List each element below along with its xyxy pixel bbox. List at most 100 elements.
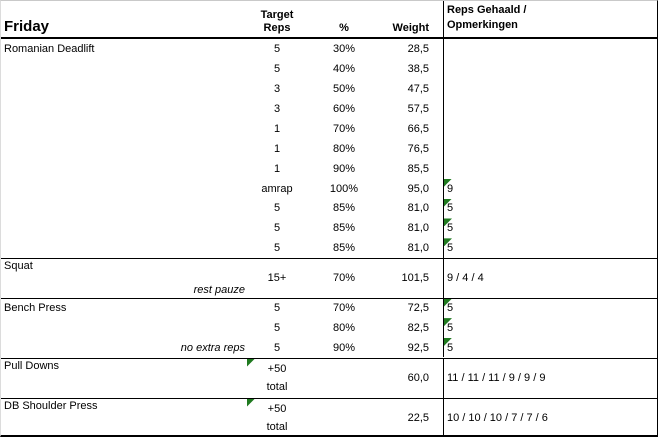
reps-result-cell[interactable] <box>443 118 657 139</box>
table-row: amrap 100% 95,0 9 <box>1 178 657 199</box>
header-row: Friday Target Reps % Weight Reps Gehaald … <box>1 1 657 39</box>
weight-cell[interactable]: 72,5 <box>407 302 429 315</box>
percent-cell[interactable] <box>307 399 381 436</box>
empty-cell[interactable] <box>1 238 247 258</box>
target-reps-cell[interactable]: 1 <box>273 122 281 135</box>
target-reps-cell[interactable]: 15+ <box>267 272 287 284</box>
weight-cell[interactable]: 47,5 <box>407 82 429 95</box>
table-row: 5 40% 38,5 <box>1 58 657 79</box>
exercise-name-cell[interactable]: Pull Downs <box>4 359 60 372</box>
exercise-name-cell[interactable]: Romanian Deadlift <box>4 42 95 55</box>
percent-cell[interactable]: 90% <box>332 341 356 354</box>
percent-cell[interactable]: 60% <box>332 102 356 115</box>
weight-cell[interactable]: 57,5 <box>407 102 429 115</box>
reps-result-cell[interactable] <box>443 39 657 59</box>
percent-cell[interactable]: 85% <box>332 202 356 215</box>
weight-cell[interactable]: 76,5 <box>407 142 429 155</box>
reps-result-cell[interactable] <box>443 158 657 179</box>
cell-flag-icon <box>444 198 452 207</box>
section-squat: Squat rest pauze 15+ 70% 101,5 9 / 4 / 4 <box>1 258 657 299</box>
exercise-name-cell[interactable]: Squat rest pauze <box>4 259 245 296</box>
cell-flag-icon <box>247 358 255 367</box>
target-reps-cell[interactable]: 5 <box>273 62 281 75</box>
percent-cell[interactable]: 70% <box>332 302 356 315</box>
empty-cell[interactable] <box>1 318 247 338</box>
empty-cell[interactable] <box>1 119 247 139</box>
day-header-cell[interactable]: Friday <box>1 1 247 37</box>
target-reps-cell[interactable]: 1 <box>273 162 281 175</box>
table-row: 5 80% 82,5 5 <box>1 318 657 338</box>
target-reps-cell[interactable]: 3 <box>273 82 281 95</box>
reps-result-cell[interactable]: 5 <box>443 198 657 219</box>
weight-cell[interactable]: 85,5 <box>407 162 429 175</box>
percent-cell[interactable]: 85% <box>332 222 356 235</box>
target-reps-cell[interactable]: +50 total <box>247 358 307 398</box>
target-reps-cell[interactable]: 1 <box>273 142 281 155</box>
percent-cell[interactable]: 40% <box>332 62 356 75</box>
target-reps-cell[interactable]: amrap <box>261 182 293 195</box>
empty-cell[interactable] <box>1 179 247 199</box>
reps-result-cell[interactable] <box>443 58 657 79</box>
weight-cell[interactable]: 38,5 <box>407 62 429 75</box>
exercise-name-cell[interactable]: Bench Press <box>4 302 67 315</box>
reps-result-header-cell[interactable]: Reps Gehaald / Opmerkingen <box>443 1 657 37</box>
percent-cell[interactable]: 30% <box>332 42 356 55</box>
empty-cell[interactable] <box>1 218 247 238</box>
empty-cell[interactable] <box>1 159 247 179</box>
note-cell[interactable]: rest pauze <box>193 283 245 296</box>
percent-cell[interactable]: 80% <box>332 321 356 334</box>
empty-cell[interactable] <box>1 59 247 79</box>
percent-cell[interactable]: 100% <box>329 182 359 195</box>
weight-cell[interactable]: 22,5 <box>407 411 429 424</box>
target-reps-cell[interactable]: 5 <box>273 222 281 235</box>
empty-cell[interactable] <box>1 139 247 159</box>
empty-cell[interactable] <box>1 99 247 119</box>
exercise-name-cell[interactable]: DB Shoulder Press <box>4 399 98 412</box>
reps-result-cell[interactable]: 10 / 10 / 10 / 7 / 7 / 6 <box>443 398 657 435</box>
empty-cell[interactable] <box>1 199 247 219</box>
reps-result-cell[interactable]: 5 <box>443 298 657 319</box>
reps-result-cell[interactable]: 11 / 11 / 11 / 9 / 9 / 9 <box>443 358 657 398</box>
target-reps-cell[interactable]: 5 <box>273 42 281 55</box>
day-title: Friday <box>4 18 50 35</box>
target-reps-cell[interactable]: 5 <box>273 202 281 215</box>
reps-result-cell[interactable] <box>443 78 657 99</box>
percent-cell[interactable]: 70% <box>332 272 356 284</box>
reps-result-cell[interactable] <box>443 98 657 119</box>
percent-header-cell[interactable]: % <box>307 1 381 37</box>
weight-cell[interactable]: 81,0 <box>407 202 429 215</box>
percent-cell[interactable]: 85% <box>332 242 356 255</box>
percent-cell[interactable]: 70% <box>332 122 356 135</box>
target-reps-cell[interactable]: +50 total <box>247 398 307 436</box>
reps-result-cell[interactable]: 9 <box>443 178 657 199</box>
weight-cell[interactable]: 66,5 <box>407 122 429 135</box>
percent-cell[interactable] <box>307 359 381 398</box>
weight-cell[interactable]: 101,5 <box>401 272 429 284</box>
weight-cell[interactable]: 92,5 <box>407 341 429 354</box>
percent-cell[interactable]: 90% <box>332 162 356 175</box>
reps-result-cell[interactable] <box>443 138 657 159</box>
weight-cell[interactable]: 82,5 <box>407 321 429 334</box>
weight-cell[interactable]: 81,0 <box>407 242 429 255</box>
target-reps-cell[interactable]: 5 <box>273 321 281 334</box>
target-reps-cell[interactable]: 5 <box>273 341 281 354</box>
reps-result-cell[interactable]: 5 <box>443 337 657 358</box>
target-reps-cell[interactable]: 5 <box>273 302 281 315</box>
target-reps-header-cell[interactable]: Target Reps <box>247 1 307 37</box>
target-reps-cell[interactable]: 5 <box>273 242 281 255</box>
reps-result-cell[interactable]: 5 <box>443 318 657 338</box>
percent-cell[interactable]: 50% <box>332 82 356 95</box>
reps-result-cell[interactable]: 5 <box>443 218 657 239</box>
reps-result-cell[interactable]: 9 / 4 / 4 <box>443 258 657 298</box>
table-row: 1 70% 66,5 <box>1 118 657 139</box>
weight-cell[interactable]: 60,0 <box>407 372 429 384</box>
target-reps-cell[interactable]: 3 <box>273 102 281 115</box>
weight-cell[interactable]: 28,5 <box>407 42 429 55</box>
weight-header-cell[interactable]: Weight <box>381 1 443 37</box>
weight-cell[interactable]: 81,0 <box>407 222 429 235</box>
percent-cell[interactable]: 80% <box>332 142 356 155</box>
note-cell[interactable]: no extra reps <box>180 341 245 354</box>
reps-result-cell[interactable]: 5 <box>443 238 657 259</box>
empty-cell[interactable] <box>1 79 247 99</box>
weight-cell[interactable]: 95,0 <box>407 182 429 195</box>
